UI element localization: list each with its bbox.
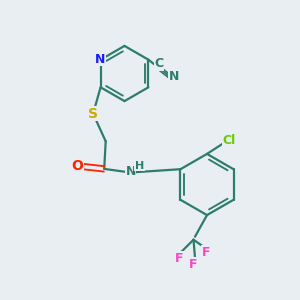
Text: N: N [95, 52, 105, 66]
Text: F: F [202, 246, 210, 259]
Text: F: F [189, 258, 198, 271]
Text: S: S [88, 107, 98, 121]
Text: Cl: Cl [223, 134, 236, 147]
Text: F: F [175, 252, 183, 265]
Text: C: C [154, 57, 164, 70]
Text: O: O [71, 160, 83, 173]
Text: H: H [135, 161, 144, 171]
Text: N: N [169, 70, 179, 83]
Text: N: N [125, 165, 136, 178]
